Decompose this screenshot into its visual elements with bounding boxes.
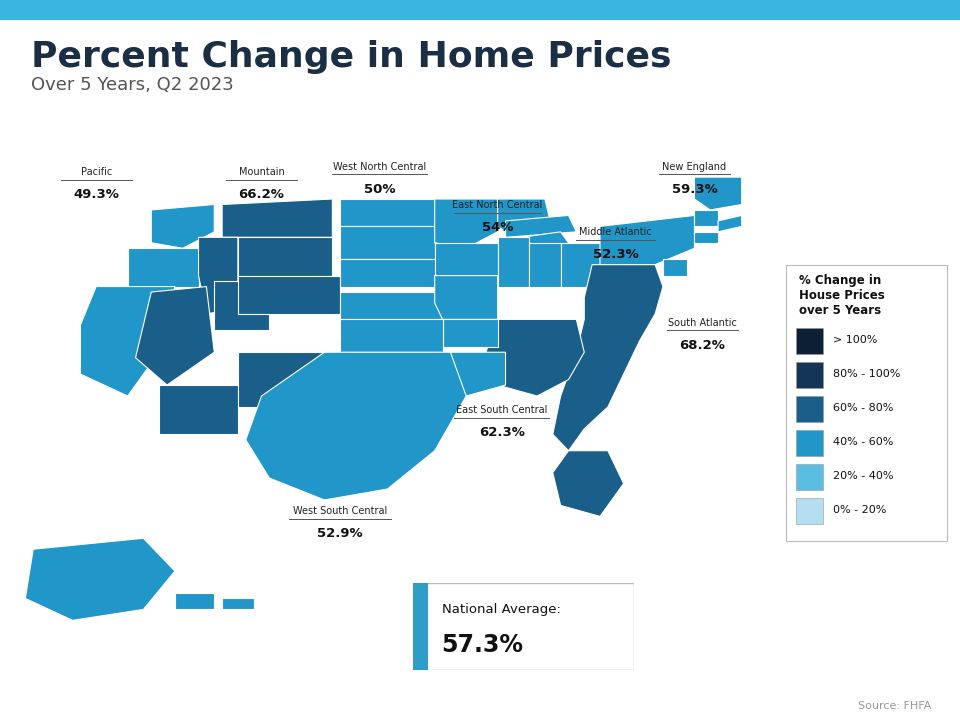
Text: West North Central: West North Central <box>333 162 426 171</box>
Text: West South Central: West South Central <box>293 506 387 516</box>
Text: 20% - 40%: 20% - 40% <box>832 471 894 481</box>
Polygon shape <box>694 177 742 210</box>
Polygon shape <box>561 243 600 287</box>
Text: % Change in
House Prices
over 5 Years: % Change in House Prices over 5 Years <box>799 274 885 317</box>
Text: 62.3%: 62.3% <box>479 426 524 439</box>
Text: 60% - 80%: 60% - 80% <box>832 402 893 413</box>
Polygon shape <box>238 352 324 407</box>
Polygon shape <box>718 215 742 232</box>
Polygon shape <box>152 204 214 248</box>
Polygon shape <box>553 265 663 451</box>
Polygon shape <box>238 238 332 276</box>
Polygon shape <box>25 539 175 621</box>
Text: New England: New England <box>662 162 727 171</box>
Text: Mountain: Mountain <box>239 167 284 177</box>
Polygon shape <box>435 199 497 248</box>
Polygon shape <box>159 385 238 434</box>
Polygon shape <box>340 259 443 287</box>
Polygon shape <box>443 352 506 396</box>
Text: 80% - 100%: 80% - 100% <box>832 369 900 379</box>
Polygon shape <box>694 210 718 226</box>
FancyBboxPatch shape <box>413 583 634 670</box>
Text: 66.2%: 66.2% <box>239 188 284 201</box>
Polygon shape <box>521 232 576 276</box>
Bar <box>796 431 823 456</box>
Polygon shape <box>199 238 238 314</box>
Text: 68.2%: 68.2% <box>680 338 725 351</box>
Bar <box>796 362 823 388</box>
Polygon shape <box>222 598 253 609</box>
Polygon shape <box>214 281 270 330</box>
Text: South Atlantic: South Atlantic <box>668 318 736 328</box>
Bar <box>796 498 823 524</box>
Polygon shape <box>81 287 175 396</box>
Text: East North Central: East North Central <box>452 200 542 210</box>
Text: National Average:: National Average: <box>442 603 561 616</box>
Polygon shape <box>238 276 340 314</box>
Text: 57.3%: 57.3% <box>442 634 523 657</box>
Text: 59.3%: 59.3% <box>672 183 717 196</box>
Bar <box>796 328 823 354</box>
Text: 52.9%: 52.9% <box>318 527 363 540</box>
Text: Pacific: Pacific <box>81 167 111 177</box>
Polygon shape <box>506 215 576 238</box>
Polygon shape <box>135 287 214 385</box>
Bar <box>796 464 823 490</box>
Bar <box>796 396 823 422</box>
Polygon shape <box>340 226 435 259</box>
Polygon shape <box>128 248 199 287</box>
Text: 40% - 60%: 40% - 60% <box>832 437 893 447</box>
Polygon shape <box>246 352 467 500</box>
Polygon shape <box>443 320 497 347</box>
Polygon shape <box>694 232 718 243</box>
Polygon shape <box>600 215 694 265</box>
Text: 52.3%: 52.3% <box>593 248 638 261</box>
FancyBboxPatch shape <box>785 265 947 541</box>
Text: Over 5 Years, Q2 2023: Over 5 Years, Q2 2023 <box>31 76 233 94</box>
Polygon shape <box>435 276 497 320</box>
Polygon shape <box>497 199 553 238</box>
Polygon shape <box>497 238 529 287</box>
Text: 0% - 20%: 0% - 20% <box>832 505 886 515</box>
Polygon shape <box>553 451 624 516</box>
Text: 54%: 54% <box>482 221 514 234</box>
Polygon shape <box>529 243 561 287</box>
Text: Percent Change in Home Prices: Percent Change in Home Prices <box>31 40 671 73</box>
Text: 49.3%: 49.3% <box>73 188 119 201</box>
Polygon shape <box>663 259 686 276</box>
Text: Middle Atlantic: Middle Atlantic <box>580 228 652 238</box>
Polygon shape <box>340 199 435 226</box>
Text: 50%: 50% <box>364 183 396 196</box>
Polygon shape <box>340 292 443 320</box>
Polygon shape <box>340 320 443 352</box>
Bar <box>413 583 428 670</box>
Text: > 100%: > 100% <box>832 335 877 345</box>
Polygon shape <box>482 320 585 396</box>
Text: East South Central: East South Central <box>456 405 547 415</box>
Polygon shape <box>222 199 332 238</box>
Text: Source: FHFA: Source: FHFA <box>858 701 931 711</box>
Polygon shape <box>435 243 497 276</box>
Polygon shape <box>175 593 214 609</box>
